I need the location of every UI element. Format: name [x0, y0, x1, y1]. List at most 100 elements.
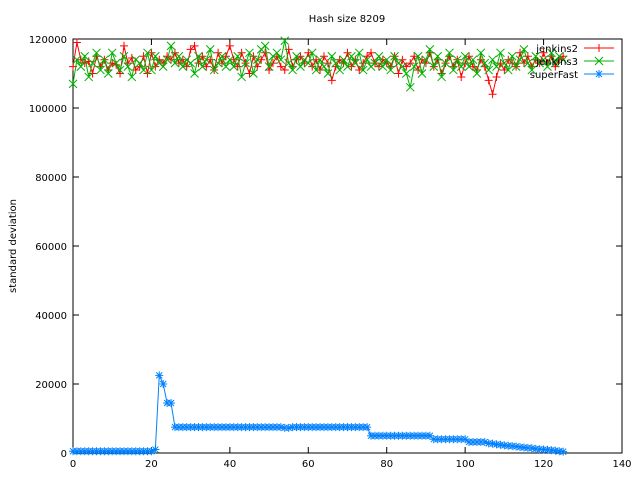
point-marker [547, 48, 556, 58]
point-marker [167, 398, 176, 407]
point-marker [166, 41, 176, 51]
point-marker [335, 65, 345, 75]
point-marker [358, 65, 368, 75]
point-marker [284, 423, 293, 432]
y-tick-label: 40000 [35, 311, 67, 322]
point-marker [276, 423, 285, 432]
point-marker [500, 66, 509, 75]
point-marker [96, 65, 105, 75]
point-marker [225, 55, 235, 65]
point-marker [539, 55, 548, 65]
x-tick-label: 0 [70, 459, 76, 470]
plot-frame [72, 38, 623, 454]
point-marker [217, 51, 227, 61]
x-tick-label: 20 [145, 459, 158, 470]
point-marker [162, 55, 172, 65]
point-marker [72, 55, 82, 65]
series-line [72, 40, 564, 88]
point-marker [488, 90, 497, 99]
legend-label: jenkins3 [535, 57, 578, 68]
point-marker [370, 58, 380, 68]
point-marker [170, 58, 180, 68]
series-line [73, 375, 564, 453]
x-tick-label: 60 [302, 459, 315, 470]
point-marker [378, 62, 388, 71]
point-marker [209, 65, 219, 75]
point-marker [410, 52, 419, 61]
point-marker [512, 442, 521, 451]
point-marker [323, 69, 333, 78]
point-marker [413, 51, 423, 61]
point-marker [186, 45, 195, 54]
point-marker [441, 58, 450, 68]
point-marker [88, 58, 97, 68]
point-marker [115, 65, 125, 75]
point-marker [468, 55, 478, 65]
point-marker [331, 58, 341, 68]
point-marker [354, 48, 364, 58]
point-marker [468, 62, 477, 71]
point-marker [425, 44, 435, 54]
point-marker [405, 82, 415, 92]
point-marker [559, 447, 568, 456]
point-marker [100, 55, 109, 65]
point-marker [303, 58, 313, 68]
point-marker [123, 62, 133, 71]
point-marker [480, 58, 490, 68]
point-marker [394, 69, 403, 78]
point-marker [355, 66, 364, 75]
point-marker [343, 62, 352, 71]
y-tick-label: 80000 [35, 173, 67, 184]
point-marker [213, 58, 223, 68]
y-tick-label: 120000 [29, 35, 67, 46]
point-marker [452, 55, 462, 65]
point-marker [523, 58, 533, 68]
point-marker [421, 55, 431, 65]
point-marker [350, 58, 360, 68]
point-marker [92, 48, 101, 58]
point-marker [252, 55, 262, 65]
point-marker [151, 445, 160, 454]
point-marker [284, 58, 294, 68]
legend-label: jenkins2 [535, 44, 578, 55]
point-marker [311, 65, 321, 75]
point-marker [72, 38, 81, 47]
point-marker [190, 69, 199, 78]
point-marker [527, 444, 536, 453]
point-marker [198, 62, 207, 71]
point-marker [558, 55, 568, 65]
point-marker [401, 69, 411, 78]
point-marker [107, 48, 117, 58]
x-tick-label: 120 [534, 459, 553, 470]
point-marker [347, 51, 356, 61]
point-marker [186, 58, 195, 68]
point-marker [233, 51, 243, 61]
point-marker [523, 52, 532, 61]
point-marker [480, 437, 489, 446]
point-marker [103, 69, 113, 78]
point-marker [241, 58, 250, 68]
y-tick-label: 100000 [29, 104, 67, 115]
point-marker [559, 52, 568, 61]
point-marker [233, 62, 242, 71]
point-marker [147, 447, 156, 456]
point-marker [119, 41, 128, 50]
point-marker [398, 62, 407, 71]
point-marker [496, 440, 505, 449]
x-tick-label: 140 [612, 459, 631, 470]
point-marker [402, 62, 411, 71]
point-marker [472, 69, 482, 78]
point-marker [190, 41, 199, 50]
point-marker [531, 51, 541, 61]
legend-label: superFast [530, 70, 578, 81]
point-marker [174, 51, 184, 61]
point-marker [150, 51, 160, 61]
point-marker [539, 48, 548, 57]
point-marker [417, 69, 427, 78]
point-marker [362, 55, 372, 65]
x-tick-label: 100 [456, 459, 475, 470]
point-marker [433, 51, 443, 61]
point-marker [484, 76, 493, 85]
x-tick-label: 40 [223, 459, 236, 470]
